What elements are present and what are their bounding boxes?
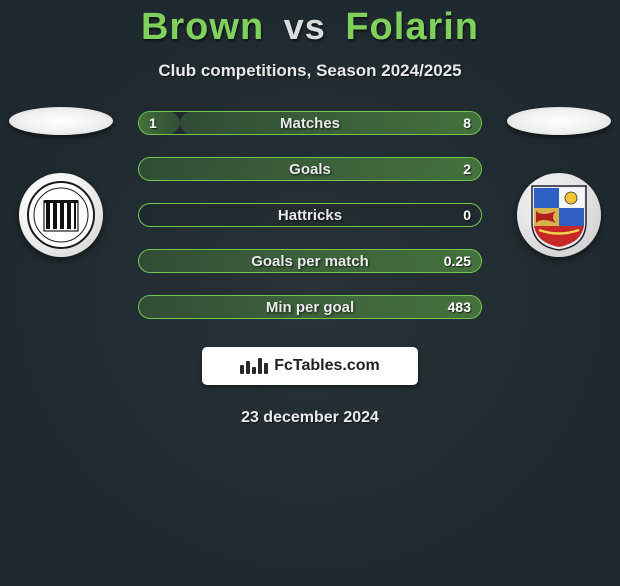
subtitle: Club competitions, Season 2024/2025 xyxy=(0,61,620,81)
stat-right-value: 2 xyxy=(463,161,471,177)
stat-label: Matches xyxy=(280,115,340,132)
stat-right-value: 0 xyxy=(463,207,471,223)
source-badge-text: FcTables.com xyxy=(274,357,380,375)
stat-row: 1 Matches 8 xyxy=(138,111,482,135)
chart-icon xyxy=(240,358,268,374)
player1-club-crest-icon xyxy=(19,173,103,257)
player2-name: Folarin xyxy=(345,6,479,48)
stat-fill-left xyxy=(139,112,180,134)
date-label: 23 december 2024 xyxy=(0,409,620,427)
stat-row: Goals per match 0.25 xyxy=(138,249,482,273)
stat-row: Min per goal 483 xyxy=(138,295,482,319)
vs-label: vs xyxy=(284,6,326,47)
stats-list: 1 Matches 8 Goals 2 Hattricks 0 Goals pe… xyxy=(138,111,482,319)
stat-label: Min per goal xyxy=(266,299,354,316)
player1-silhouette xyxy=(9,107,113,135)
stat-row: Hattricks 0 xyxy=(138,203,482,227)
page-title: Brown vs Folarin xyxy=(0,6,620,49)
stat-right-value: 483 xyxy=(448,299,471,315)
player1-side xyxy=(6,107,116,257)
stat-label: Goals xyxy=(289,161,331,178)
player2-side xyxy=(504,107,614,257)
source-badge[interactable]: FcTables.com xyxy=(202,347,418,385)
stat-label: Goals per match xyxy=(251,253,369,270)
player1-name: Brown xyxy=(141,6,264,48)
player2-silhouette xyxy=(507,107,611,135)
stat-right-value: 0.25 xyxy=(444,253,471,269)
stat-left-value: 1 xyxy=(149,115,157,131)
stat-right-value: 8 xyxy=(463,115,471,131)
stat-label: Hattricks xyxy=(278,207,342,224)
comparison-content: 1 Matches 8 Goals 2 Hattricks 0 Goals pe… xyxy=(0,111,620,427)
player2-club-crest-icon xyxy=(517,173,601,257)
stat-row: Goals 2 xyxy=(138,157,482,181)
